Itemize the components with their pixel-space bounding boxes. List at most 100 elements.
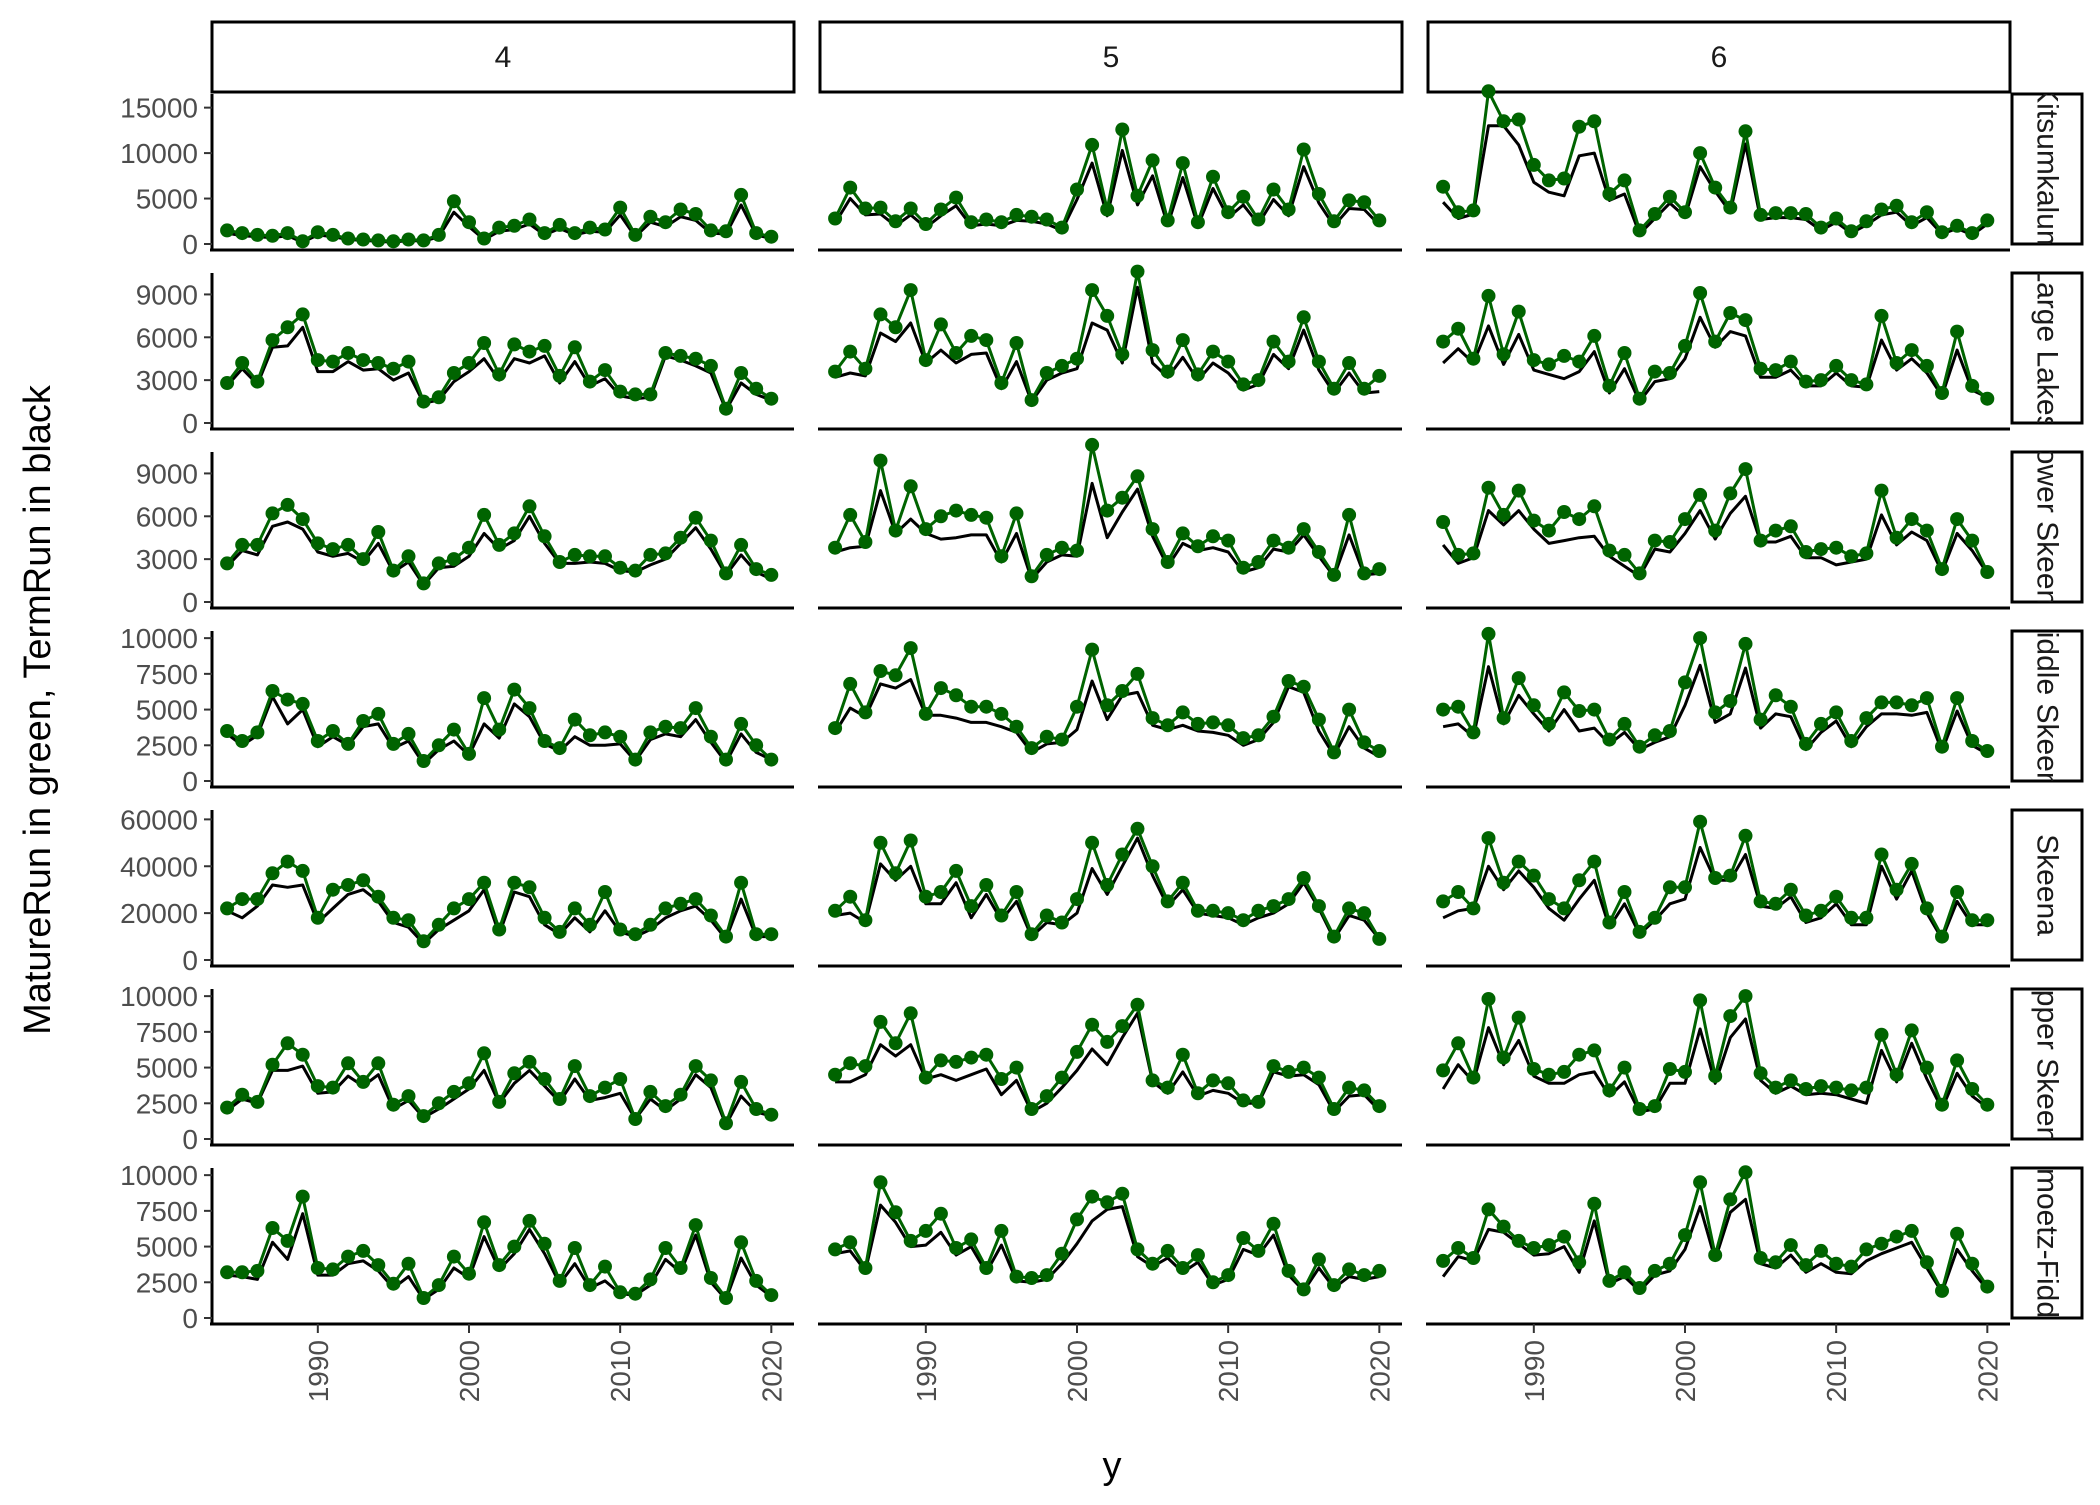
mature-run-point bbox=[613, 1285, 628, 1300]
mature-run-point bbox=[858, 535, 873, 549]
column-strip-box bbox=[210, 20, 796, 94]
mature-run-point bbox=[1266, 709, 1281, 724]
mature-run-point bbox=[843, 507, 858, 522]
mature-run-point bbox=[356, 232, 371, 247]
mature-run-point bbox=[401, 726, 416, 741]
mature-run-point bbox=[1160, 364, 1175, 379]
mature-run-point bbox=[325, 542, 340, 557]
mature-run-point bbox=[1372, 213, 1387, 228]
mature-run-point bbox=[341, 1056, 356, 1071]
mature-run-point bbox=[673, 348, 688, 363]
mature-run-point bbox=[1496, 1219, 1511, 1234]
mature-run-point bbox=[477, 231, 492, 246]
mature-run-point bbox=[598, 725, 612, 740]
mature-run-point bbox=[582, 220, 597, 235]
mature-run-point bbox=[1693, 631, 1708, 646]
mature-run-point bbox=[1678, 880, 1692, 895]
mature-run-point bbox=[888, 668, 903, 683]
mature-run-point bbox=[1829, 1080, 1844, 1095]
mature-run-point bbox=[1844, 910, 1859, 925]
mature-run-point bbox=[1935, 562, 1949, 577]
mature-run-point bbox=[613, 200, 628, 215]
mature-run-point bbox=[1130, 188, 1145, 203]
mature-run-point bbox=[1798, 1258, 1813, 1273]
row-strip-clip: Skeena bbox=[2031, 834, 2064, 936]
mature-run-point bbox=[1039, 908, 1054, 923]
mature-run-point bbox=[1206, 1275, 1220, 1290]
row-strip-label: Middle Skeena bbox=[2031, 607, 2064, 806]
mature-run-point bbox=[598, 222, 612, 237]
mature-run-point bbox=[401, 1256, 416, 1271]
mature-run-point bbox=[1889, 882, 1904, 897]
mature-run-point bbox=[734, 1235, 749, 1250]
mature-run-point bbox=[1874, 202, 1889, 217]
mature-run-point bbox=[1342, 1262, 1357, 1277]
y-tick-label: 2500 bbox=[136, 1267, 198, 1298]
mature-run-point bbox=[386, 234, 401, 249]
mature-run-point bbox=[492, 1094, 507, 1109]
mature-run-point bbox=[1965, 378, 1980, 393]
mature-run-point bbox=[416, 754, 431, 768]
mature-run-point bbox=[1647, 728, 1662, 743]
mature-run-point bbox=[567, 712, 582, 727]
mature-run-point bbox=[1829, 358, 1844, 373]
mature-run-point bbox=[1296, 1060, 1311, 1075]
mature-run-point bbox=[1085, 642, 1100, 657]
mature-run-point bbox=[1950, 1053, 1965, 1068]
mature-run-point bbox=[903, 201, 918, 216]
mature-run-point bbox=[1557, 901, 1572, 916]
column-strip-label: 5 bbox=[1103, 41, 1120, 74]
mature-run-point bbox=[416, 394, 431, 409]
y-tick-label: 5000 bbox=[136, 695, 198, 726]
mature-run-point bbox=[979, 1261, 994, 1275]
mature-run-point bbox=[1935, 929, 1949, 944]
mature-run-point bbox=[1541, 716, 1556, 731]
mature-run-point bbox=[295, 863, 310, 878]
mature-run-point bbox=[341, 537, 356, 552]
mature-run-point bbox=[325, 354, 340, 369]
mature-run-point bbox=[537, 529, 552, 544]
mature-run-point bbox=[843, 344, 858, 359]
mature-run-point bbox=[1372, 1263, 1387, 1278]
mature-run-point bbox=[1372, 562, 1387, 577]
mature-run-point bbox=[1617, 173, 1632, 188]
mature-run-point bbox=[1466, 901, 1481, 916]
mature-run-point bbox=[1557, 1229, 1572, 1244]
mature-run-point bbox=[1206, 344, 1220, 359]
row-strip-label: Kitsumkalum bbox=[2031, 83, 2064, 255]
mature-run-point bbox=[858, 1059, 873, 1074]
mature-run-point bbox=[567, 226, 582, 241]
facet-panel bbox=[818, 122, 1402, 252]
mature-run-point bbox=[1115, 490, 1130, 505]
mature-run-point bbox=[873, 664, 888, 678]
mature-run-point bbox=[843, 1235, 858, 1250]
mature-run-point bbox=[1496, 875, 1511, 890]
mature-run-point bbox=[1526, 1062, 1541, 1076]
mature-run-point bbox=[1919, 523, 1934, 538]
mature-run-point bbox=[719, 1291, 733, 1305]
mature-run-point bbox=[903, 641, 918, 656]
column-strip-label: 4 bbox=[495, 41, 512, 74]
mature-run-point bbox=[1085, 137, 1100, 152]
mature-run-point bbox=[371, 356, 386, 370]
mature-run-point bbox=[1632, 739, 1647, 754]
mature-run-point bbox=[280, 226, 295, 241]
y-tick-label: 9000 bbox=[136, 458, 198, 489]
mature-run-point bbox=[688, 207, 703, 221]
mature-run-point bbox=[964, 699, 979, 714]
mature-run-point bbox=[888, 866, 903, 881]
mature-run-point bbox=[1236, 377, 1251, 392]
mature-run-point bbox=[1541, 1238, 1556, 1253]
mature-run-point bbox=[1738, 462, 1753, 477]
mature-run-point bbox=[401, 549, 416, 564]
mature-run-point bbox=[1723, 868, 1738, 883]
mature-run-point bbox=[918, 217, 933, 231]
mature-run-point bbox=[1693, 286, 1708, 300]
mature-run-point bbox=[1372, 744, 1387, 758]
mature-run-point bbox=[371, 525, 386, 539]
mature-run-point bbox=[1266, 1059, 1281, 1074]
mature-run-point bbox=[1919, 1060, 1934, 1075]
mature-run-point bbox=[1130, 1242, 1145, 1257]
mature-run-point bbox=[1708, 705, 1723, 720]
mature-run-point bbox=[431, 227, 446, 242]
